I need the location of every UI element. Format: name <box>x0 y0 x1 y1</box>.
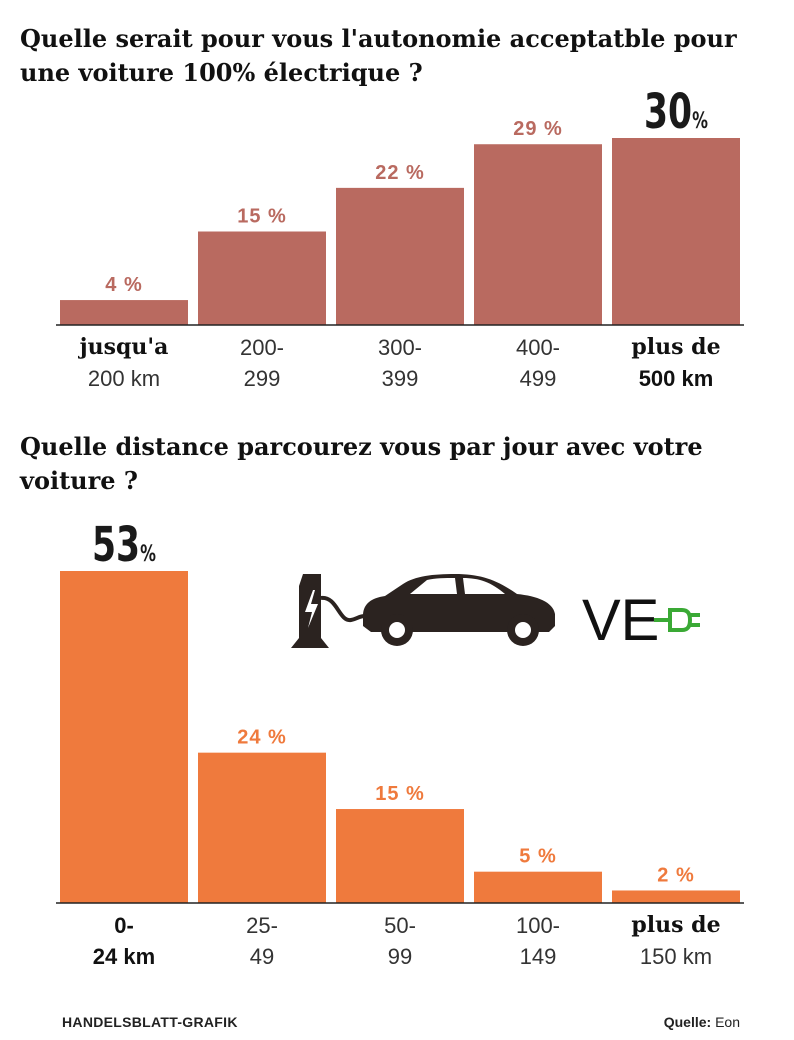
value-label: 53% <box>92 516 156 572</box>
category-label-line1: plus de <box>631 912 721 938</box>
bar <box>60 300 188 325</box>
category-label-line1: 0- <box>114 913 134 938</box>
bar <box>60 571 188 903</box>
category-label-line2: 150 km <box>639 944 713 969</box>
chart1-title: Quelle serait pour vous l'autonomie acce… <box>20 24 737 87</box>
category-label: 400- 499 <box>468 332 608 394</box>
category-label: 0- 24 km <box>54 910 194 972</box>
category-label: 25- 49 <box>192 910 332 972</box>
category-label: jusqu'a 200 km <box>54 332 194 394</box>
chart1-svg: 4 % 15 % 22 % 29 % 30% <box>56 83 744 326</box>
value-label-suffix: % <box>140 540 156 566</box>
value-label: 15 % <box>237 206 287 228</box>
chart2-title: Quelle distance parcourez vous par jour … <box>20 432 703 495</box>
category-label-line1: 400- <box>515 335 561 360</box>
value-label: 15 % <box>375 783 425 805</box>
category-label-line1: 25- <box>246 913 278 938</box>
charging-station-icon <box>291 574 329 648</box>
category-label: 300- 399 <box>330 332 470 394</box>
value-label: 30% <box>644 83 708 139</box>
value-label-suffix: % <box>692 107 708 133</box>
value-label: 22 % <box>375 162 425 184</box>
category-label: 100- 149 <box>468 910 608 972</box>
category-label-line2: 299 <box>243 366 281 391</box>
bar <box>198 231 326 325</box>
bar <box>474 871 602 903</box>
category-label-line1: 50- <box>384 913 416 938</box>
category-label-line1: plus de <box>631 334 721 360</box>
value-label: 5 % <box>519 846 556 868</box>
category-label-line1: 100- <box>515 913 561 938</box>
value-label: 24 % <box>237 727 287 749</box>
category-label: 200- 299 <box>192 332 332 394</box>
bar <box>612 138 740 325</box>
category-label-line2: 200 km <box>87 366 161 391</box>
category-label-line2: 149 <box>519 944 557 969</box>
category-label-line1: 200- <box>239 335 285 360</box>
bar <box>612 890 740 903</box>
category-label-line2: 500 km <box>638 366 714 391</box>
category-label-line2: 499 <box>519 366 557 391</box>
category-label-line1: jusqu'a <box>79 334 169 360</box>
electric-car-icon <box>363 574 555 646</box>
value-label-number: 30 <box>644 83 692 139</box>
footer-credit: HANDELSBLATT-GRAFIK <box>62 1014 238 1030</box>
ve-logo: VE <box>582 590 700 646</box>
bar <box>474 144 602 325</box>
footer-source: Quelle: Eon <box>664 1014 740 1030</box>
source-label: Quelle: <box>663 1014 712 1030</box>
category-label-line2: 399 <box>381 366 419 391</box>
value-label: 4 % <box>105 274 142 296</box>
chart2-svg: 53% 24 % 15 % 5 % 2 % <box>56 516 744 904</box>
plug-cable-icon <box>320 596 366 622</box>
plug-icon <box>654 608 700 632</box>
bar <box>198 752 326 903</box>
category-label-line2: 24 km <box>92 944 156 969</box>
source-value: Eon <box>715 1014 740 1030</box>
value-label-number: 53 <box>92 516 140 572</box>
bar <box>336 187 464 325</box>
category-label: plus de 500 km <box>606 332 746 394</box>
category-label: 50- 99 <box>330 910 470 972</box>
category-label-line2: 49 <box>249 944 275 969</box>
category-label-line1: 300- <box>377 335 423 360</box>
ve-logo-text: VE <box>582 590 659 646</box>
bar <box>336 809 464 903</box>
electric-car-illustration <box>291 574 555 648</box>
value-label: 29 % <box>513 118 563 140</box>
category-label: plus de 150 km <box>606 910 746 972</box>
category-label-line2: 99 <box>387 944 413 969</box>
value-label: 2 % <box>657 864 694 886</box>
